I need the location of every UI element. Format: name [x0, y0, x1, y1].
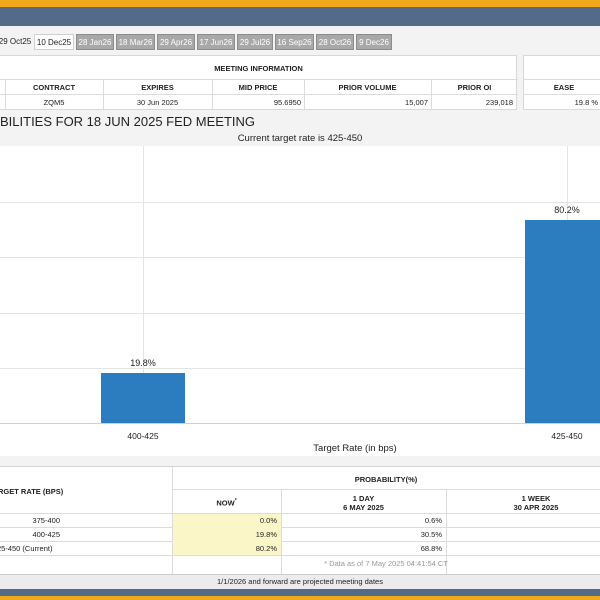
ease-panel: EASE 19.8 %: [523, 55, 600, 110]
x-axis-line: [0, 423, 600, 424]
top-accent-bar: [0, 0, 600, 7]
col-1week-header: 1 WEEK: [521, 494, 551, 503]
row-rate-425-450-current: 25-450 (Current): [0, 544, 53, 553]
projected-dates-footer: 1/1/2026 and forward are projected meeti…: [0, 574, 600, 589]
header-bar: [0, 7, 600, 26]
ease-value: 19.8 %: [574, 98, 598, 107]
col-expires-header: EXPIRES: [141, 83, 174, 92]
expires-value: 30 Jun 2025: [136, 98, 179, 107]
tab-10-dec25[interactable]: 10 Dec25: [34, 34, 74, 50]
bottom-accent-bar: [0, 596, 600, 600]
bar-value-label-400-425: 19.8%: [130, 357, 156, 368]
bar-value-label-425-450: 80.2%: [554, 204, 580, 215]
tab-17-jun26[interactable]: 17 Jun26: [197, 34, 235, 50]
meeting-information-panel: MEETING INFORMATION CONTRACT EXPIRES MID…: [0, 55, 600, 110]
tab-18-mar26[interactable]: 18 Mar26: [116, 34, 155, 50]
gridline: [0, 257, 600, 258]
col-prior-volume-header: PRIOR VOLUME: [338, 83, 397, 92]
meeting-info-table: MEETING INFORMATION CONTRACT EXPIRES MID…: [0, 55, 518, 110]
x-axis-title: Target Rate (in bps): [313, 443, 397, 454]
gridline: [0, 368, 600, 369]
row-now-425-450: 80.2%: [255, 544, 277, 553]
col-now-header: NOW*: [216, 498, 237, 508]
col-1week-date: 30 APR 2025: [513, 503, 559, 512]
tab-28-oct26[interactable]: 28 Oct26: [316, 34, 354, 50]
row-rate-375-400: 375-400: [32, 516, 60, 525]
bar-400-425[interactable]: [101, 372, 185, 423]
row-day-425-450: 68.8%: [420, 544, 442, 553]
data-timestamp-note: * Data as of 7 May 2025 04:41:54 CT: [324, 559, 448, 568]
gridline: [0, 202, 600, 203]
tab-29-apr26[interactable]: 29 Apr26: [157, 34, 195, 50]
probability-bar-chart: 19.8% 80.2% 400-425 425-450 Target Rate …: [0, 146, 600, 456]
probability-table: RGET RATE (BPS) PROBABILITY(%) NOW* 1 DA…: [0, 466, 600, 575]
probability-header: PROBABILITY(%): [354, 475, 418, 484]
chart-subtitle: Current target rate is 425-450: [237, 133, 363, 144]
bar-425-450[interactable]: [525, 219, 600, 423]
meeting-info-title: MEETING INFORMATION: [214, 64, 303, 73]
gridline-vertical: [143, 146, 144, 423]
col-prior-oi-header: PRIOR OI: [457, 83, 492, 92]
tab-16-sep26[interactable]: 16 Sep26: [275, 34, 314, 50]
x-tick-label-400-425: 400-425: [127, 431, 159, 441]
row-day-375-400: 0.6%: [424, 516, 442, 525]
prior-oi-value: 239,018: [485, 98, 513, 107]
gridline: [0, 313, 600, 314]
ease-header: EASE: [553, 83, 575, 92]
tab-28-jan26[interactable]: 28 Jan26: [76, 34, 114, 50]
contract-value: ZQM5: [43, 98, 65, 107]
row-day-400-425: 30.5%: [420, 530, 442, 539]
tab-29-oct25[interactable]: 29 Oct25: [0, 37, 32, 46]
col-1day-date: 6 MAY 2025: [343, 503, 384, 512]
tab-9-dec26[interactable]: 9 Dec26: [356, 34, 392, 50]
row-now-375-400: 0.0%: [259, 516, 277, 525]
target-rate-header: RGET RATE (BPS): [0, 487, 64, 496]
meeting-date-tabs: 29 Oct25 10 Dec25 28 Jan26 18 Mar26 29 A…: [0, 30, 600, 52]
col-mid-price-header: MID PRICE: [238, 83, 278, 92]
row-now-400-425: 19.8%: [255, 530, 277, 539]
now-column-highlight: [173, 514, 281, 555]
x-tick-label-425-450: 425-450: [551, 431, 583, 441]
bottom-bar: [0, 589, 600, 596]
row-rate-400-425: 400-425: [32, 530, 60, 539]
col-contract-header: CONTRACT: [32, 83, 76, 92]
chart-title: BILITIES FOR 18 JUN 2025 FED MEETING: [0, 114, 256, 129]
prior-volume-value: 15,007: [405, 98, 428, 107]
mid-price-value: 95.6950: [273, 98, 301, 107]
tab-29-jul26[interactable]: 29 Jul26: [237, 34, 273, 50]
col-1day-header: 1 DAY: [352, 494, 375, 503]
